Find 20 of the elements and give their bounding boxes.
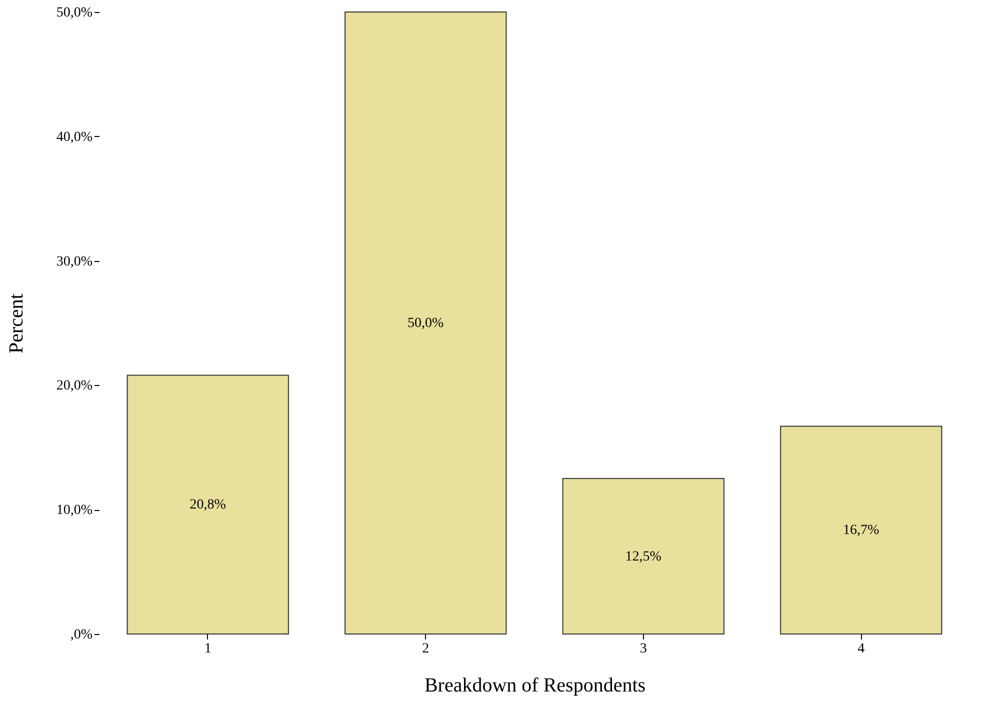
y-axis-title: Percent	[5, 293, 28, 354]
bar	[562, 478, 724, 634]
data-label: 12,5%	[625, 549, 662, 564]
y-tick-label: 10,0%	[56, 503, 93, 518]
y-tick-label: 30,0%	[56, 254, 93, 270]
data-label: 16,7%	[843, 523, 880, 538]
x-tick-label: 2	[422, 642, 430, 656]
y-tick-label: 50,0%	[56, 6, 93, 20]
data-label: 50,0%	[408, 316, 444, 331]
bar	[126, 374, 289, 634]
bar	[780, 426, 942, 634]
x-axis-title: Breakdown of Respondents	[424, 674, 646, 696]
x-tick-label: 3	[640, 642, 647, 656]
y-tick-label: ,0%	[70, 628, 93, 642]
y-tick-label: 20,0%	[56, 378, 93, 394]
data-label: 20,8%	[190, 498, 226, 513]
x-tick-label: 4	[858, 642, 865, 656]
y-tick-label: 40,0%	[56, 130, 93, 145]
x-tick-label: 1	[204, 642, 212, 656]
bar	[344, 12, 507, 634]
